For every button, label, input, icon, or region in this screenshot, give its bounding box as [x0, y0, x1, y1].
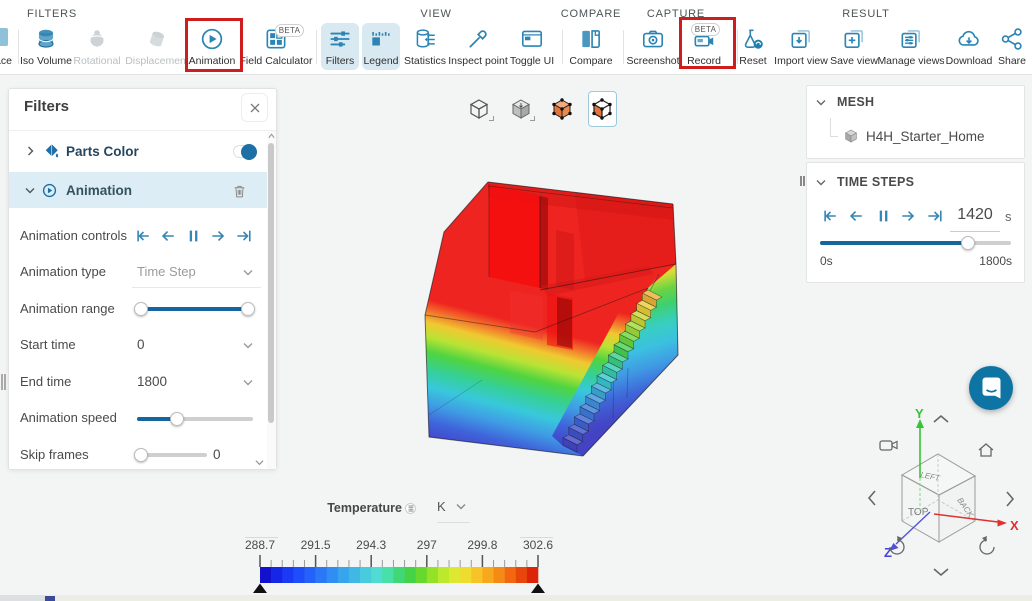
svg-text:299.8: 299.8	[467, 538, 497, 552]
svg-text:288.7: 288.7	[245, 538, 275, 552]
svg-text:291.5: 291.5	[301, 538, 331, 552]
svg-text:297: 297	[417, 538, 437, 552]
svg-text:TOP: TOP	[908, 507, 929, 518]
svg-text:X: X	[1010, 518, 1019, 533]
svg-text:LEFT: LEFT	[920, 470, 942, 483]
svg-text:Z: Z	[884, 545, 892, 560]
svg-text:Y: Y	[915, 406, 924, 421]
svg-text:302.6: 302.6	[523, 538, 553, 552]
svg-text:294.3: 294.3	[356, 538, 386, 552]
